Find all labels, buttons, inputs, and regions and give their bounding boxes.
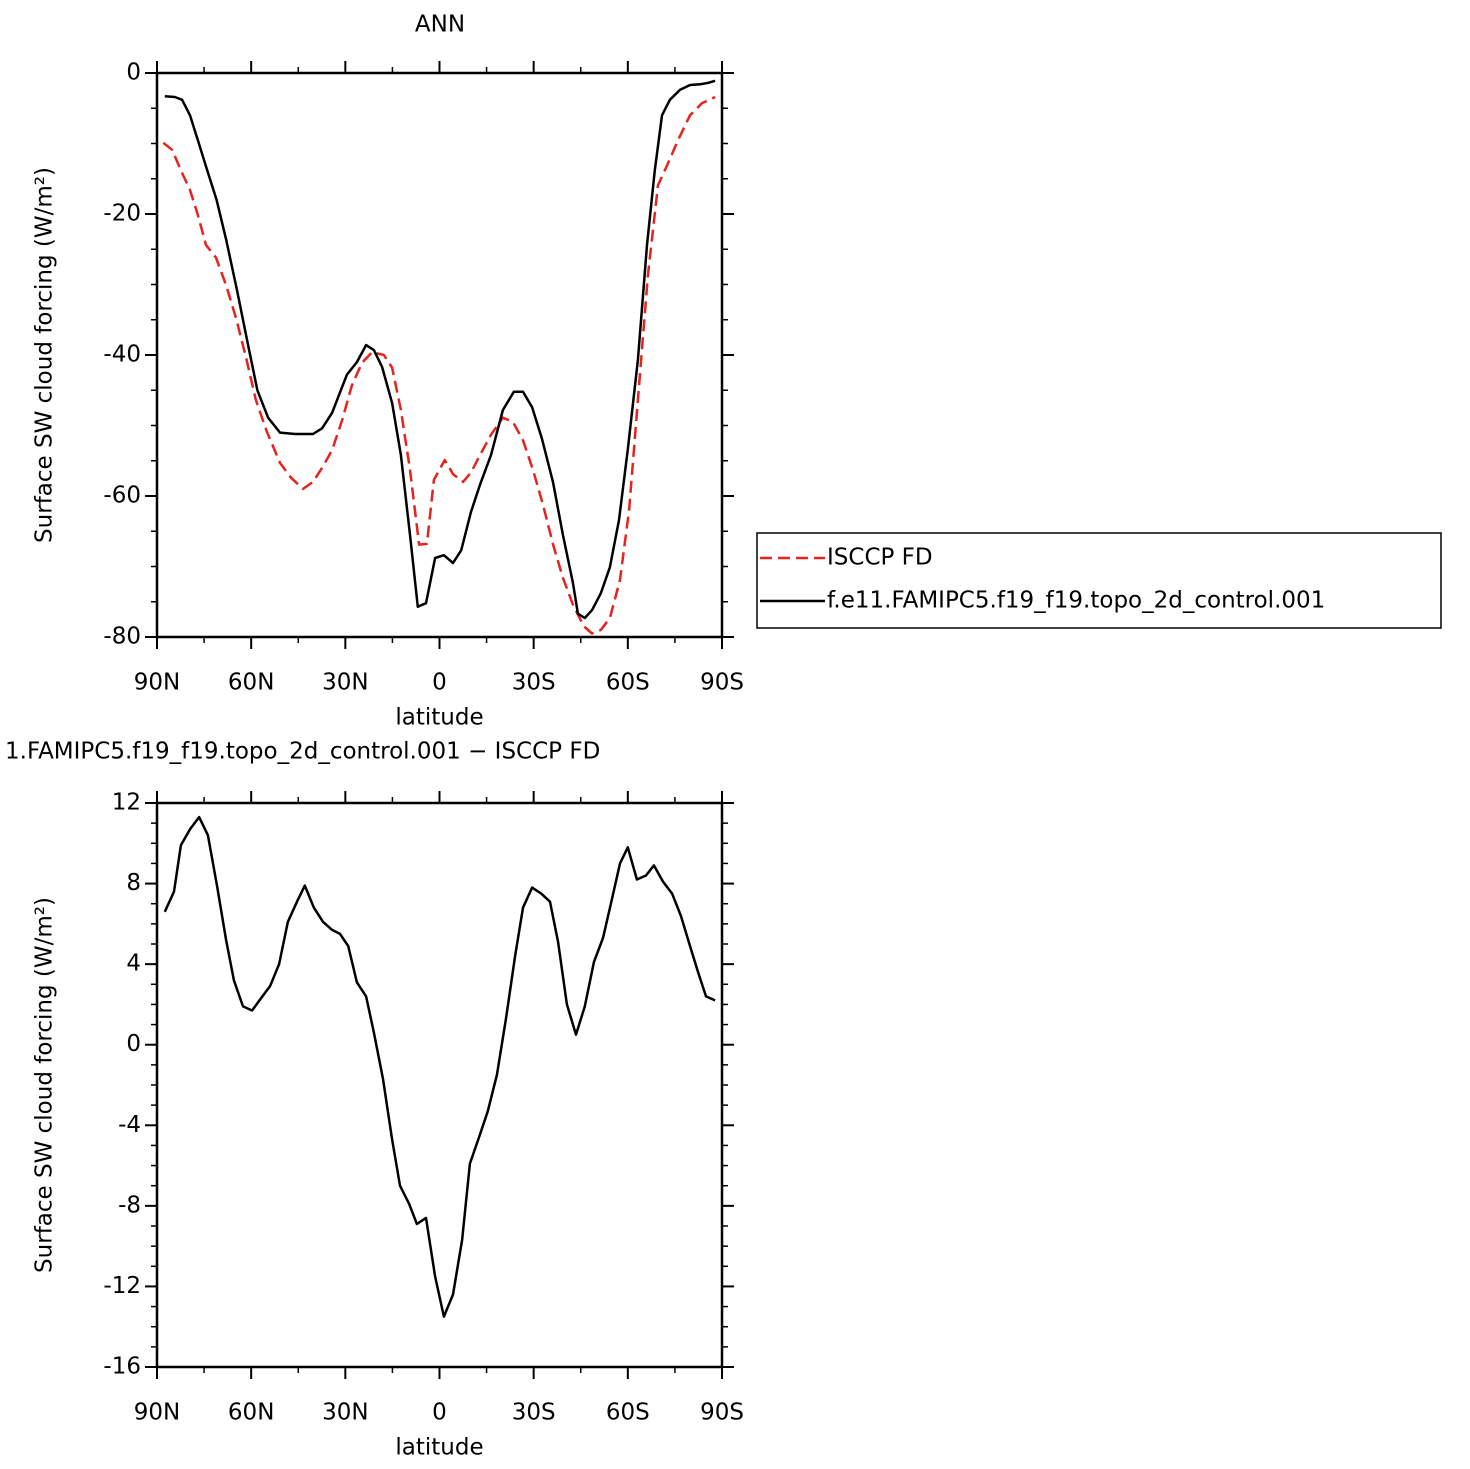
x-axis-label: latitude <box>395 1435 483 1461</box>
data-line <box>164 79 716 620</box>
chart-title: 1.FAMIPC5.f19_f19.topo_2d_control.001 − … <box>5 739 600 765</box>
x-tick-label: 90N <box>134 670 180 696</box>
x-tick-label: 0 <box>432 1400 447 1426</box>
plot-frame <box>155 801 724 1369</box>
x-axis-label: latitude <box>395 705 483 731</box>
y-tick-label: 0 <box>126 1031 141 1057</box>
x-tick-label: 60S <box>606 670 650 696</box>
data-line <box>162 95 716 635</box>
x-tick-label: 90S <box>700 670 744 696</box>
x-tick-label: 30S <box>512 670 556 696</box>
x-tick-label: 60N <box>228 670 274 696</box>
legend-label: ISCCP FD <box>827 545 933 571</box>
legend-box <box>756 532 1442 629</box>
y-tick-label: -60 <box>103 483 141 509</box>
y-tick-label: 0 <box>126 60 141 86</box>
x-tick-label: 30N <box>322 670 368 696</box>
x-tick-label: 30S <box>512 1400 556 1426</box>
legend-label: f.e11.FAMIPC5.f19_f19.topo_2d_control.00… <box>827 588 1325 614</box>
y-tick-label: -8 <box>118 1192 141 1218</box>
y-tick-label: -80 <box>103 624 141 650</box>
y-tick-label: -16 <box>103 1354 141 1380</box>
x-tick-label: 90S <box>700 1400 744 1426</box>
chart-title: ANN <box>415 12 465 38</box>
y-tick-label: -12 <box>103 1273 141 1299</box>
y-tick-label: 12 <box>112 790 141 816</box>
y-tick-label: 8 <box>126 870 141 896</box>
y-axis-label: Surface SW cloud forcing (W/m²) <box>32 167 58 543</box>
y-axis-label: Surface SW cloud forcing (W/m²) <box>32 897 58 1273</box>
y-tick-label: -4 <box>118 1112 141 1138</box>
y-tick-label: -20 <box>103 201 141 227</box>
x-tick-label: 90N <box>134 1400 180 1426</box>
data-line <box>163 815 716 1318</box>
x-tick-label: 30N <box>322 1400 368 1426</box>
x-tick-label: 60N <box>228 1400 274 1426</box>
x-tick-label: 60S <box>606 1400 650 1426</box>
x-tick-label: 0 <box>432 670 447 696</box>
y-tick-label: 4 <box>126 951 141 977</box>
y-tick-label: -40 <box>103 342 141 368</box>
